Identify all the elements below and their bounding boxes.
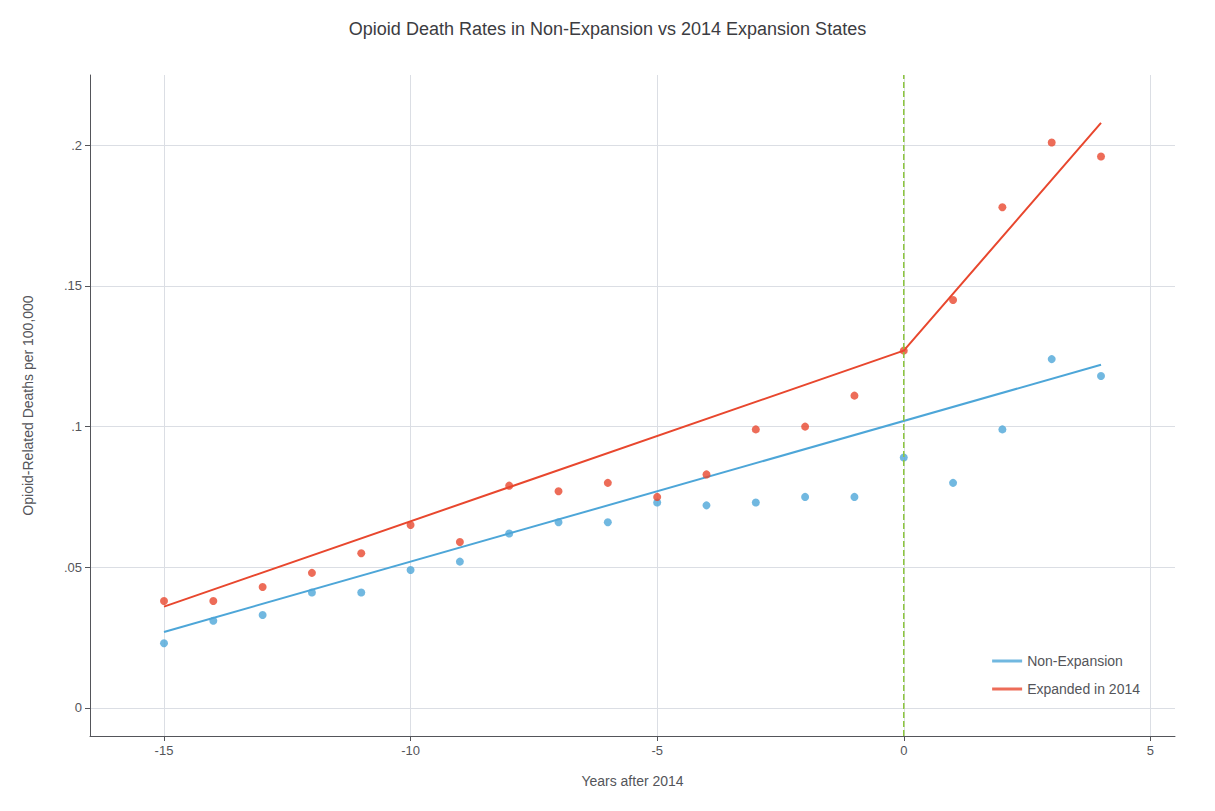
- svg-text:.2: .2: [71, 138, 82, 153]
- svg-text:Non-Expansion: Non-Expansion: [1027, 653, 1123, 669]
- svg-text:.1: .1: [71, 419, 82, 434]
- svg-text:Years after 2014: Years after 2014: [581, 773, 683, 789]
- svg-text:Opioid Death Rates in Non-Expa: Opioid Death Rates in Non-Expansion vs 2…: [349, 19, 866, 39]
- svg-text:-10: -10: [401, 743, 420, 758]
- svg-text:-5: -5: [651, 743, 663, 758]
- svg-text:.05: .05: [64, 560, 82, 575]
- svg-text:.15: .15: [64, 278, 82, 293]
- svg-text:0: 0: [900, 743, 907, 758]
- svg-text:Expanded in 2014: Expanded in 2014: [1027, 681, 1140, 697]
- svg-text:0: 0: [75, 700, 82, 715]
- svg-text:5: 5: [1147, 743, 1154, 758]
- svg-text:-15: -15: [155, 743, 174, 758]
- svg-text:Opioid-Related Deaths per 100,: Opioid-Related Deaths per 100,000: [20, 295, 36, 515]
